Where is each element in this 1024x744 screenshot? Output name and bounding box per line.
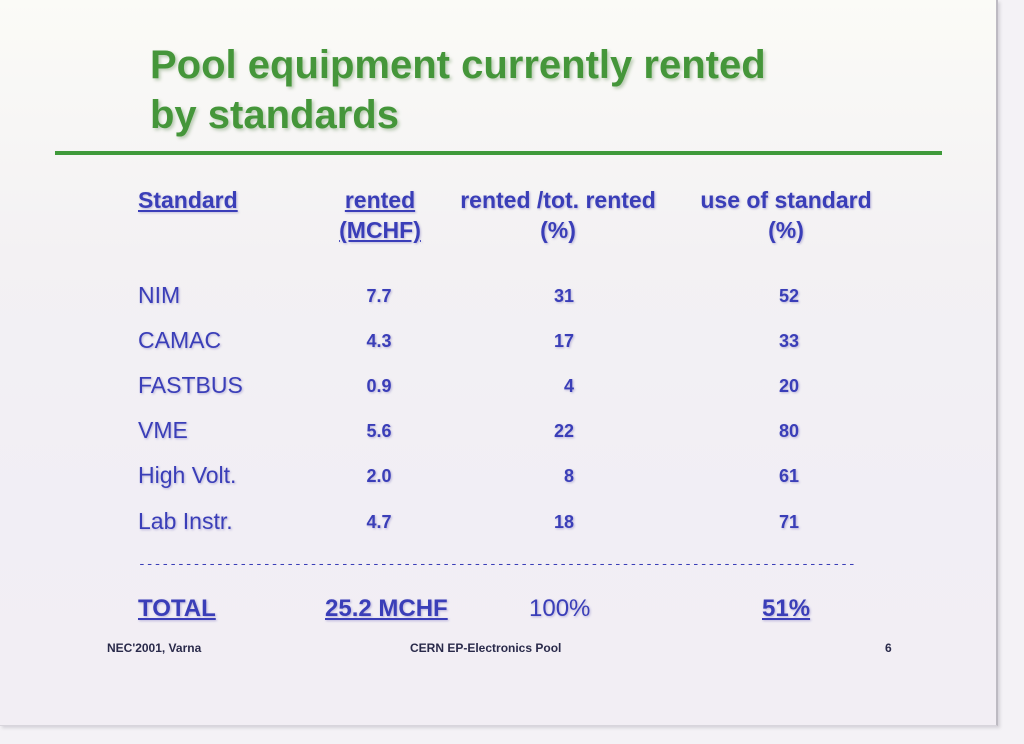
header-standard-label: Standard (138, 187, 238, 213)
header-standard: Standard (138, 185, 238, 215)
table-row: VME 5.6 22 80 (0, 415, 996, 447)
header-rented-line-1: rented (344, 187, 416, 213)
row-rented-share: 22 (553, 421, 574, 441)
row-use: 52 (778, 286, 800, 306)
row-rented: 5.6 (366, 421, 392, 441)
header-rented-share-line-1: rented /tot. rented (460, 187, 656, 213)
row-rented: 4.7 (366, 512, 392, 532)
header-use-line-1: use of standard (700, 187, 872, 213)
row-use: 80 (778, 421, 800, 441)
header-rented-share: rented /tot. rented (%) (443, 185, 673, 245)
row-standard: High Volt. (138, 462, 237, 488)
row-standard: NIM (138, 282, 181, 308)
row-standard: VME (138, 417, 188, 443)
slide-title-line-1: Pool equipment currently rented (150, 43, 766, 87)
header-rented-line-2: (MCHF) (339, 217, 421, 243)
row-use: 71 (778, 512, 800, 532)
header-use-of-standard: use of standard (%) (686, 185, 886, 245)
row-rented-share: 31 (553, 286, 574, 306)
title-divider (55, 151, 942, 155)
slide-title-line-2: by standards (150, 93, 399, 137)
table-row: High Volt. 2.0 8 61 (0, 460, 996, 492)
row-rented-share: 4 (563, 376, 574, 396)
total-rented: 25.2 MCHF (325, 595, 448, 622)
table-row: NIM 7.7 31 52 (0, 280, 996, 312)
table-row: Lab Instr. 4.7 18 71 (0, 506, 996, 538)
row-rented-share: 8 (563, 466, 574, 486)
total-label: TOTAL (138, 595, 216, 622)
row-use: 20 (778, 376, 800, 396)
slide-title: Pool equipment currently rented by stand… (150, 40, 766, 140)
row-rented: 2.0 (366, 466, 392, 486)
total-separator: ----------------------------------------… (138, 558, 854, 572)
header-rented: rented (MCHF) (330, 185, 430, 245)
header-rented-share-line-2: (%) (540, 217, 576, 243)
row-standard: CAMAC (138, 327, 222, 353)
row-rented: 4.3 (366, 331, 392, 351)
total-rented-share: 100% (529, 595, 591, 622)
slide: Pool equipment currently rented by stand… (0, 0, 998, 726)
total-use: 51% (762, 595, 811, 622)
footer-event: NEC'2001, Varna (107, 641, 202, 655)
row-rented: 7.7 (366, 286, 392, 306)
header-use-line-2: (%) (768, 217, 804, 243)
row-standard: Lab Instr. (138, 508, 233, 534)
row-standard: FASTBUS (138, 372, 243, 398)
row-rented: 0.9 (366, 376, 392, 396)
table-row: CAMAC 4.3 17 33 (0, 325, 996, 357)
row-rented-share: 17 (553, 331, 574, 351)
row-rented-share: 18 (553, 512, 574, 532)
row-use: 61 (778, 466, 800, 486)
footer-organization: CERN EP-Electronics Pool (410, 641, 562, 655)
table-row: FASTBUS 0.9 4 20 (0, 370, 996, 402)
page-number: 6 (885, 641, 892, 655)
row-use: 33 (778, 331, 800, 351)
